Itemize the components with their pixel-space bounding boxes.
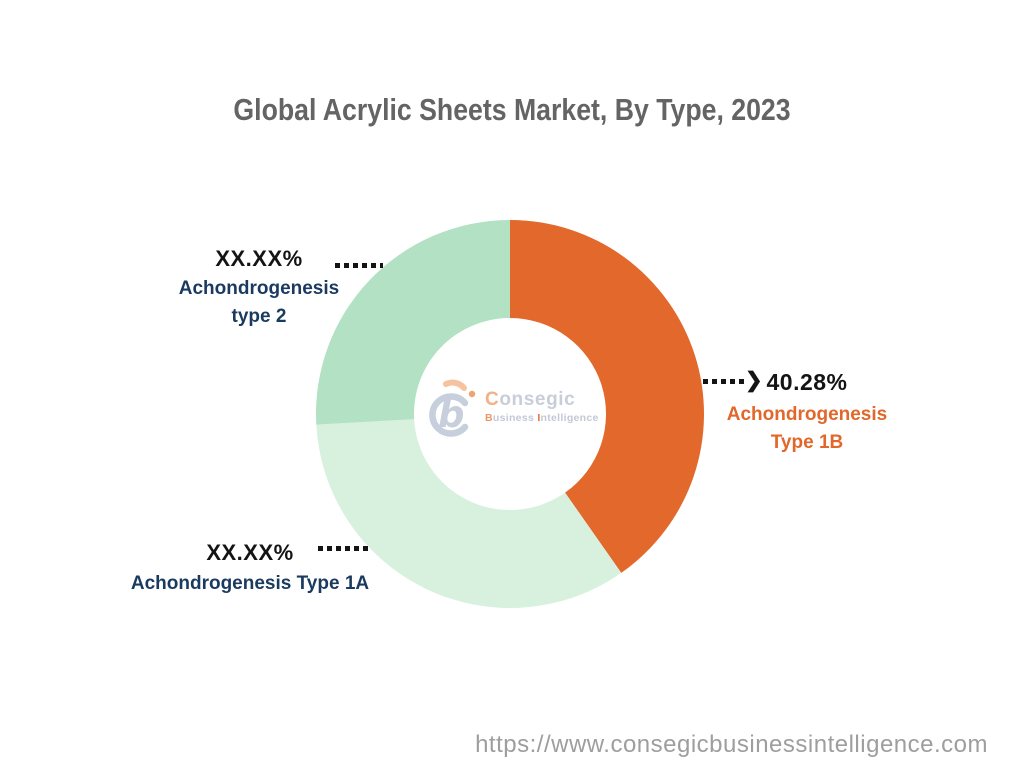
donut-chart-svg — [316, 220, 704, 608]
leader-line-type2 — [335, 263, 383, 268]
brand-name: Consegic — [485, 389, 576, 411]
donut-slice-1 — [316, 419, 622, 608]
type2-label-line2: type 2 — [231, 306, 287, 327]
donut-chart — [310, 214, 710, 614]
donut-slice-0 — [510, 220, 704, 573]
callout-type1a: XX.XX% Achondrogenesis Type 1A — [125, 540, 375, 598]
watermark-text: Consegic Business Intelligence — [485, 390, 599, 424]
type2-label-line1: Achondrogenesis — [178, 278, 340, 299]
type2-percent-value: XX.XX% — [215, 246, 303, 271]
type1b-percent-value: 40.28% — [766, 369, 848, 395]
donut-slice-2 — [316, 220, 510, 425]
svg-text:b: b — [438, 393, 465, 436]
leader-line-type1b — [703, 379, 746, 384]
type1a-percent-value: XX.XX% — [206, 540, 294, 565]
footer-url[interactable]: https://www.consegicbusinessintelligence… — [475, 731, 988, 758]
arrow-head-icon: ❯ — [745, 369, 763, 392]
type1b-label-line1: Achondrogenesis — [726, 404, 888, 425]
callout-type2: XX.XX% Achondrogenesis type 2 — [153, 246, 365, 331]
type1a-label-line1: Achondrogenesis Type 1A — [130, 573, 370, 594]
callout-type1b: 40.28% Achondrogenesis Type 1B — [716, 369, 898, 457]
chart-title: Global Acrylic Sheets Market, By Type, 2… — [233, 92, 791, 127]
leader-line-type1a — [318, 546, 369, 551]
consegic-logo-mark-icon: b — [429, 379, 476, 437]
type1b-label-line2: Type 1B — [770, 432, 844, 453]
watermark-logo: b Consegic Business Intelligence — [424, 372, 599, 442]
brand-subtitle: Business Intelligence — [485, 412, 599, 425]
